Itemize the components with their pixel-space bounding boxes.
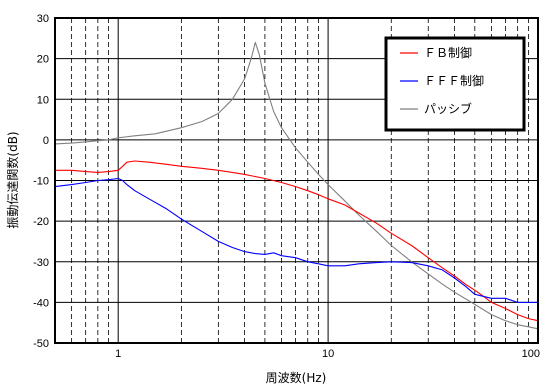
series-line-fff — [54, 177, 538, 303]
y-tick-label: -40 — [33, 297, 49, 309]
legend-label-passive: パッシブ — [424, 101, 472, 116]
y-axis-label: 振動伝達関数(dB) — [5, 131, 20, 228]
x-tick-label: 10 — [322, 348, 334, 360]
x-tick-labels: 1 10 100 — [115, 348, 540, 360]
legend-label-fb: ＦＢ制御 — [424, 45, 472, 60]
legend: ＦＢ制御 ＦＦＦ制御 パッシブ — [384, 36, 526, 132]
y-tick-label: -30 — [33, 257, 49, 269]
y-tick-label: 10 — [37, 94, 49, 106]
y-tick-label: 30 — [37, 13, 49, 25]
series-line-fb — [55, 160, 539, 322]
y-tick-labels: 30 20 10 0 -10 -20 -30 -40 -50 — [33, 13, 49, 350]
series-line-passive — [54, 41, 539, 330]
y-tick-label: -20 — [33, 216, 49, 228]
x-axis-label: 周波数(Hz) — [266, 370, 327, 385]
y-tick-label: 20 — [37, 54, 49, 66]
y-tick-label: -10 — [33, 176, 49, 188]
series-group — [54, 41, 539, 330]
x-tick-label: 100 — [522, 348, 540, 360]
x-tick-label: 1 — [115, 348, 121, 360]
legend-label-fff: ＦＦＦ制御 — [424, 73, 484, 88]
y-tick-label: 0 — [43, 135, 49, 147]
grid — [55, 18, 538, 343]
y-tick-label: -50 — [33, 338, 49, 350]
plot-frame — [54, 17, 539, 344]
